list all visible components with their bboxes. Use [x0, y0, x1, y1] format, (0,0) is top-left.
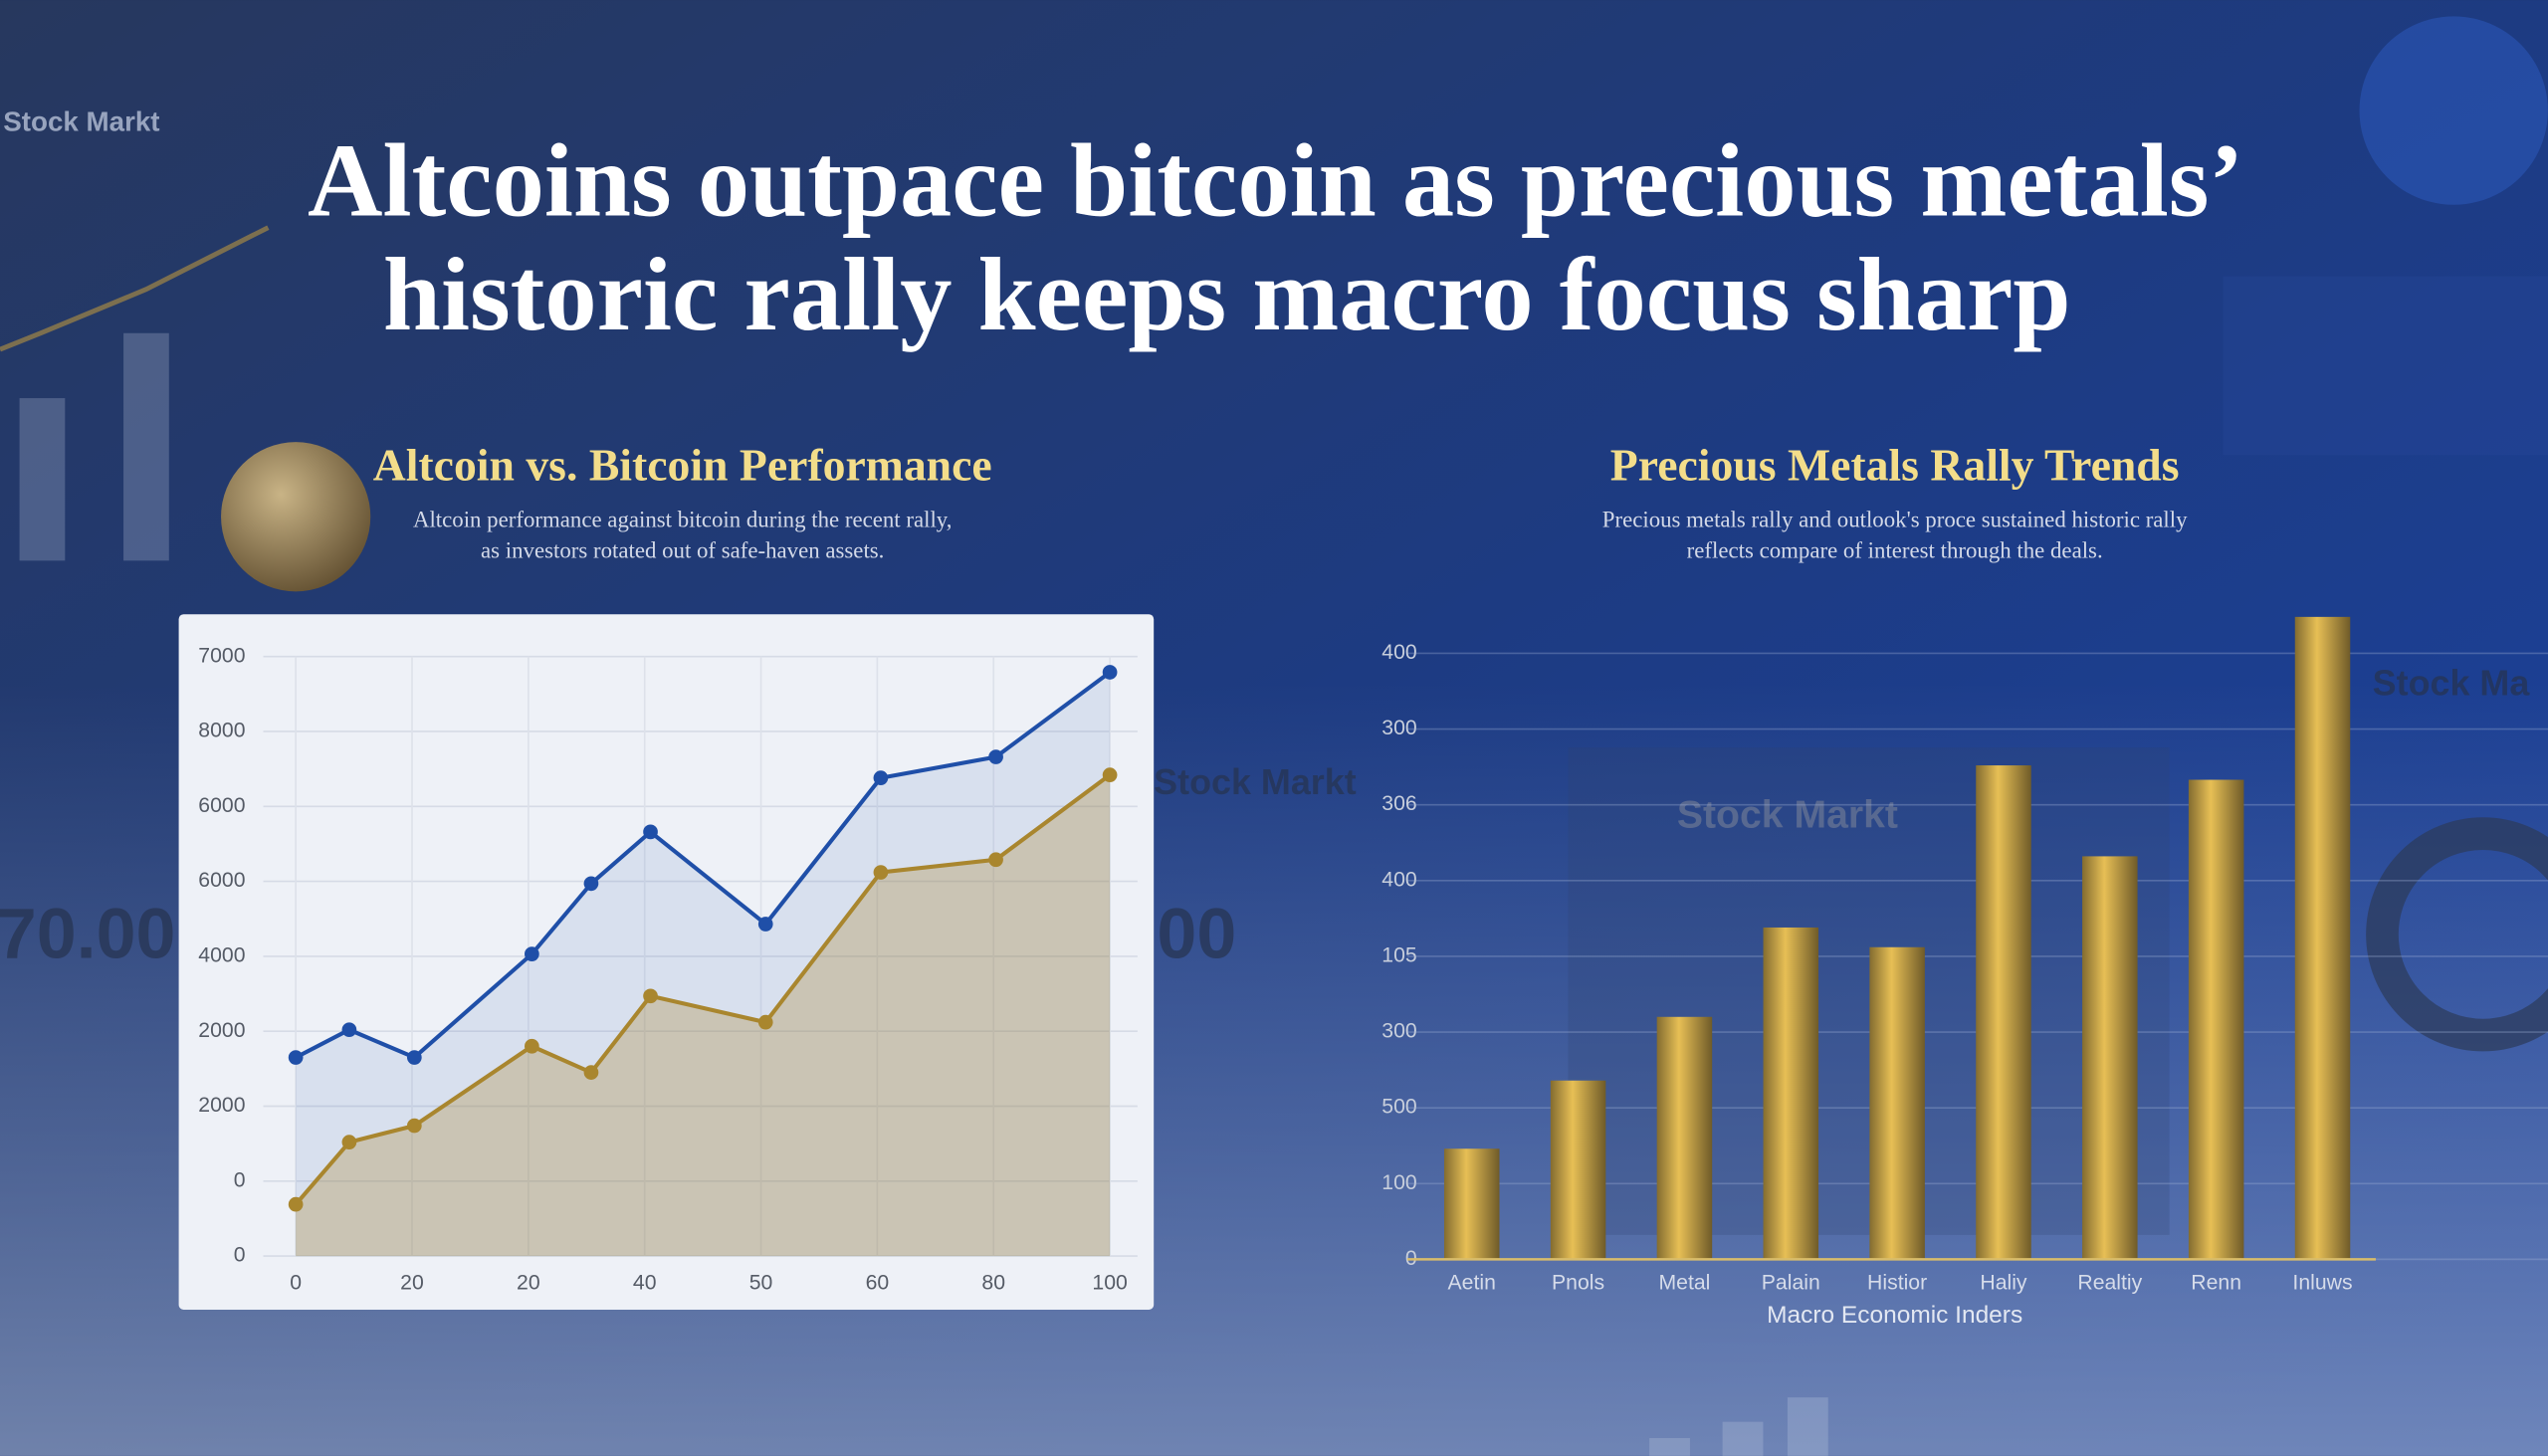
x-tick-label: Renn — [2191, 1271, 2241, 1294]
chart-title: Altcoin vs. Bitcoin Performance — [373, 439, 992, 490]
chart-subtitle: as investors rotated out of safe-haven a… — [481, 537, 884, 562]
chart-subtitle: Precious metals rally and outlook's proc… — [1602, 507, 2188, 531]
bg-pie — [2359, 16, 2548, 205]
bar — [1976, 765, 2031, 1260]
x-tick-label: 40 — [633, 1271, 657, 1294]
point — [988, 749, 1003, 764]
bg-bar — [1649, 1437, 1690, 1456]
point — [341, 1022, 357, 1038]
bg-donut — [2366, 817, 2548, 1052]
point — [583, 876, 599, 892]
bg-text: Stock Markt — [1677, 794, 1898, 837]
y-tick-label: 0 — [234, 1244, 246, 1267]
x-tick-label: 80 — [981, 1271, 1005, 1294]
y-tick-label: 306 — [1381, 792, 1416, 815]
x-tick-label: Pnols — [1552, 1271, 1604, 1294]
background-labels: Stock Markt Stock Markt Stock Markt 70.0… — [0, 105, 2530, 973]
y-tick-label: 6000 — [198, 794, 245, 817]
point — [757, 917, 773, 932]
y-tick-label: 0 — [234, 1168, 246, 1191]
point — [757, 1014, 773, 1030]
x-tick-label: Inluws — [2292, 1271, 2352, 1294]
point — [583, 1065, 599, 1080]
chart-card — [178, 614, 1155, 1310]
chart-title: Precious Metals Rally Trends — [1610, 439, 2180, 490]
x-tick-label: 100 — [1092, 1271, 1127, 1294]
y-tick-label: 100 — [1381, 1171, 1416, 1194]
point — [1102, 767, 1118, 782]
point — [873, 865, 889, 880]
bg-bar — [19, 398, 66, 561]
y-tick-label: 300 — [1381, 717, 1416, 739]
bg-text: Stock Ma — [2373, 663, 2531, 704]
point — [643, 824, 658, 840]
y-tick-label: 105 — [1381, 943, 1416, 966]
x-tick-label: Metal — [1658, 1271, 1710, 1294]
x-tick-label: 60 — [866, 1271, 890, 1294]
bar — [2082, 856, 2138, 1260]
bar — [2188, 779, 2244, 1260]
area — [296, 672, 1111, 1257]
bar — [2294, 616, 2351, 1260]
y-tick-label: 8000 — [198, 720, 245, 742]
y-tick-label: 2000 — [198, 1094, 245, 1117]
headline-line: historic rally keeps macro focus sharp — [383, 237, 2071, 352]
y-tick-label: 500 — [1381, 1096, 1416, 1119]
area — [296, 774, 1111, 1257]
point — [406, 1118, 422, 1134]
bg-text: 00 — [1157, 895, 1236, 974]
coin-icon — [221, 442, 371, 592]
bar — [1550, 1080, 1606, 1260]
point — [525, 946, 539, 961]
chart-subtitle: reflects compare of interest through the… — [1687, 537, 2103, 562]
point — [988, 852, 1003, 868]
x-tick-label: Palain — [1762, 1271, 1820, 1294]
bg-text: Stock Markt — [3, 105, 159, 136]
x-axis-label: Macro Economic Inders — [1767, 1302, 2022, 1329]
y-tick-label: 4000 — [198, 943, 245, 966]
point — [525, 1038, 539, 1054]
bar — [1763, 927, 1819, 1260]
bg-line — [0, 225, 270, 352]
bg-text: Stock Markt — [1154, 761, 1357, 802]
y-tick-label: 2000 — [198, 1019, 245, 1042]
point — [288, 1050, 304, 1065]
y-tick-label: 6000 — [198, 869, 245, 892]
bar — [1656, 1016, 1713, 1260]
point — [288, 1196, 304, 1212]
point — [341, 1135, 357, 1149]
x-tick-label: Histior — [1867, 1271, 1927, 1294]
x-tick-label: 50 — [749, 1271, 773, 1294]
y-tick-label: 400 — [1381, 868, 1416, 891]
headline-line: Altcoins outpace bitcoin as precious met… — [308, 123, 2243, 239]
line — [294, 773, 1112, 1206]
y-tick-label: 7000 — [198, 644, 245, 667]
x-tick-label: Realtiy — [2077, 1271, 2142, 1294]
line — [295, 670, 1112, 1060]
y-tick-label: 400 — [1381, 641, 1416, 664]
y-tick-label: 300 — [1381, 1020, 1416, 1043]
point — [873, 770, 889, 786]
x-tick-label: 0 — [290, 1271, 302, 1294]
x-tick-label: Aetin — [1448, 1271, 1496, 1294]
x-tick-label: 20 — [400, 1271, 424, 1294]
x-tick-label: Haliy — [1980, 1271, 2027, 1294]
chart-subtitle: Altcoin performance against bitcoin duri… — [413, 507, 953, 531]
point — [1102, 665, 1118, 680]
point — [406, 1050, 422, 1065]
bar — [1443, 1148, 1500, 1260]
bg-bar — [1787, 1397, 1828, 1456]
bar — [1869, 946, 1925, 1260]
headline: Altcoins outpace bitcoin as precious met… — [308, 123, 2243, 352]
bg-bar — [123, 332, 169, 561]
bg-panel — [2223, 276, 2548, 456]
x-tick-label: 20 — [517, 1271, 540, 1294]
bg-bar — [1722, 1421, 1764, 1456]
point — [643, 988, 658, 1004]
bg-text: 70.00 — [0, 895, 175, 974]
